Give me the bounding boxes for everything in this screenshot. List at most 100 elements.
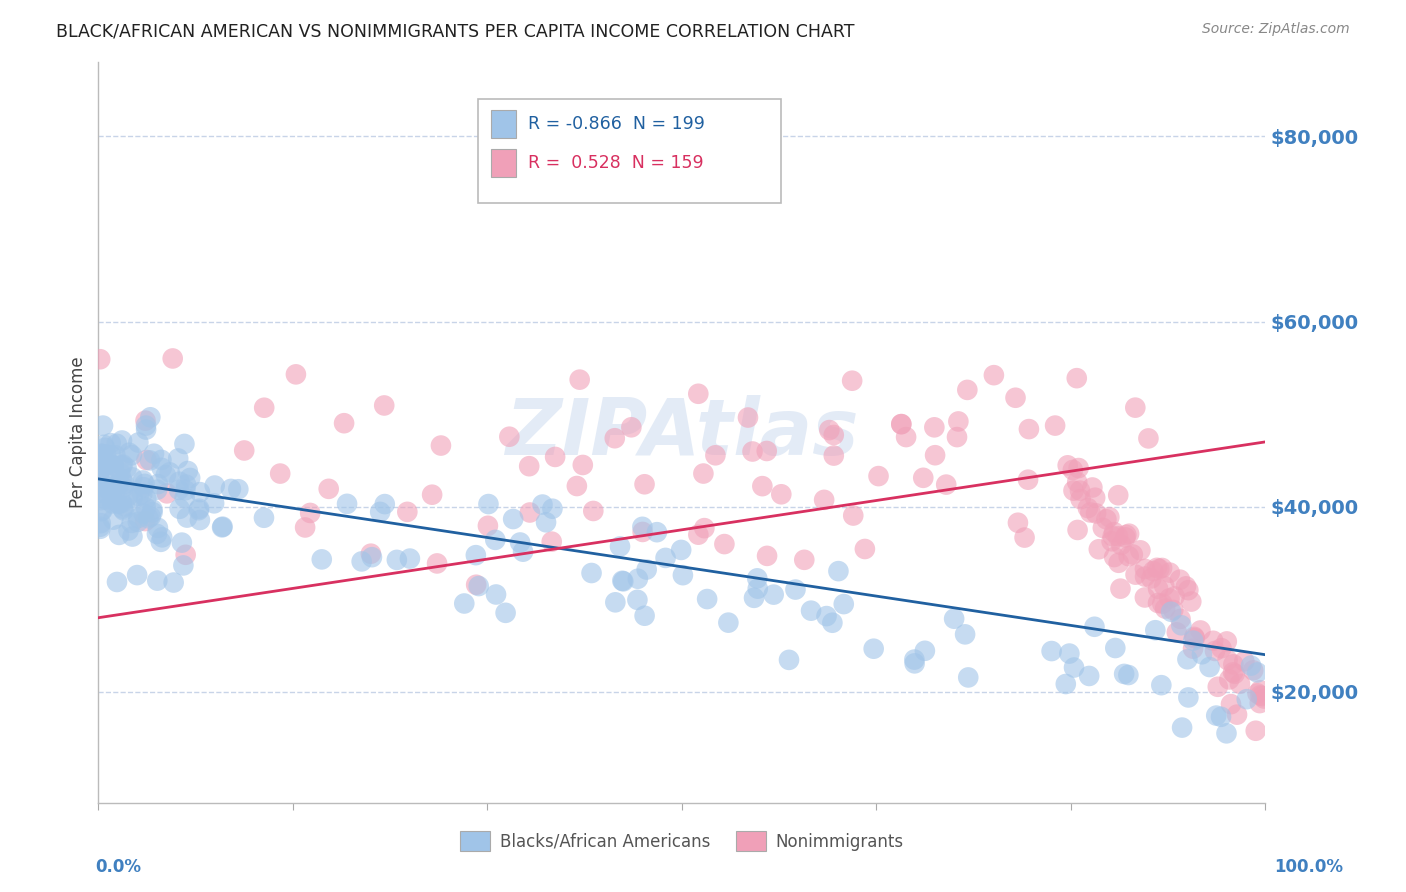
Point — [1107, 529, 1129, 543]
Point — [1066, 523, 1088, 537]
Point — [174, 548, 197, 562]
Point — [1249, 689, 1271, 703]
Point — [903, 652, 925, 666]
Point — [948, 414, 970, 428]
Point — [94, 456, 117, 470]
Text: ZIPAtlas: ZIPAtlas — [505, 394, 859, 471]
Point — [177, 464, 200, 478]
Point — [135, 491, 157, 506]
Point — [631, 520, 654, 534]
Point — [1123, 401, 1146, 415]
Point — [108, 528, 131, 542]
Point — [1078, 669, 1101, 683]
Point — [862, 641, 884, 656]
Point — [1062, 463, 1084, 477]
Point — [645, 525, 668, 540]
Point — [1066, 475, 1088, 490]
Point — [1168, 573, 1191, 587]
Point — [105, 574, 128, 589]
Point — [841, 374, 863, 388]
Point — [1205, 708, 1227, 723]
Point — [1152, 597, 1174, 611]
Point — [498, 430, 520, 444]
Point — [100, 486, 122, 500]
Point — [188, 513, 211, 527]
Point — [94, 458, 117, 473]
Point — [108, 497, 131, 511]
Point — [1114, 667, 1136, 681]
Point — [188, 501, 211, 516]
Point — [202, 496, 225, 510]
Point — [512, 544, 534, 558]
Point — [169, 501, 191, 516]
Point — [1240, 658, 1263, 673]
Point — [1077, 501, 1099, 516]
Point — [172, 558, 194, 573]
Point — [1191, 647, 1213, 661]
Point — [1125, 567, 1147, 582]
Point — [1182, 633, 1205, 648]
Point — [770, 487, 793, 501]
Point — [360, 547, 382, 561]
Point — [868, 469, 890, 483]
Point — [620, 420, 643, 434]
Point — [1084, 491, 1107, 505]
Point — [149, 534, 172, 549]
Point — [127, 515, 149, 529]
Point — [756, 549, 779, 563]
Point — [890, 417, 912, 431]
Point — [631, 524, 654, 539]
Point — [204, 478, 226, 492]
Point — [1170, 612, 1192, 626]
Point — [605, 595, 627, 609]
Point — [1184, 631, 1206, 645]
Point — [696, 592, 718, 607]
Point — [101, 496, 124, 510]
Point — [1146, 561, 1168, 575]
Point — [269, 467, 291, 481]
Point — [318, 482, 340, 496]
Point — [103, 513, 125, 527]
Point — [633, 477, 655, 491]
Point — [1007, 516, 1029, 530]
Point — [111, 501, 134, 516]
Point — [1107, 488, 1129, 502]
Point — [1066, 371, 1088, 385]
Point — [93, 473, 115, 487]
Point — [890, 417, 912, 432]
Point — [90, 504, 112, 518]
Point — [636, 563, 658, 577]
Point — [1133, 569, 1156, 583]
Point — [1118, 668, 1140, 682]
Point — [1133, 591, 1156, 605]
Point — [143, 447, 166, 461]
Point — [1109, 538, 1132, 552]
Point — [90, 493, 112, 508]
Point — [1101, 534, 1123, 549]
Point — [1081, 481, 1104, 495]
Point — [96, 492, 118, 507]
Point — [176, 510, 198, 524]
Point — [1004, 391, 1026, 405]
Point — [612, 574, 634, 588]
Point — [333, 416, 356, 430]
Point — [90, 462, 112, 476]
Point — [111, 458, 134, 472]
Point — [477, 518, 499, 533]
Point — [211, 519, 233, 533]
Point — [1163, 590, 1185, 604]
Point — [385, 553, 408, 567]
Point — [1170, 618, 1192, 632]
Point — [94, 441, 117, 455]
Point — [1171, 721, 1194, 735]
Point — [100, 436, 122, 450]
Point — [90, 447, 112, 461]
Point — [111, 458, 134, 473]
Point — [135, 500, 157, 515]
Point — [1088, 542, 1111, 557]
Point — [1137, 431, 1160, 445]
Point — [111, 496, 134, 510]
Point — [132, 507, 155, 521]
Point — [104, 480, 127, 494]
Point — [1133, 562, 1156, 576]
